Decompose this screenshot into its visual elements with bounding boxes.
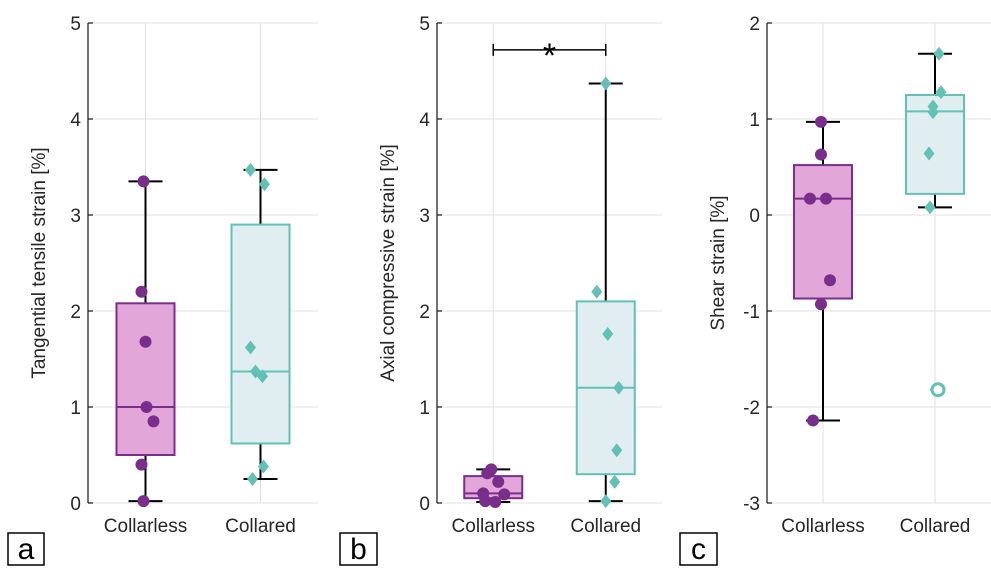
significance-marker: *	[543, 37, 556, 75]
data-point-collarless	[140, 401, 153, 413]
data-point-collared	[927, 105, 939, 120]
data-point-collarless	[137, 495, 150, 508]
data-point-collared	[245, 340, 256, 355]
y-tick-label: 1	[419, 398, 430, 419]
y-axis-label: Axial compressive strain [%]	[378, 144, 399, 382]
data-point-collared	[591, 284, 603, 299]
y-tick-label: -1	[743, 302, 760, 323]
y-tick-label: 4	[419, 110, 430, 131]
y-tick-label: 4	[70, 110, 81, 131]
data-point-collared	[258, 459, 269, 474]
y-tick-label: 2	[70, 302, 81, 323]
data-point-collared	[600, 76, 612, 91]
box-collarless	[115, 302, 176, 456]
data-point-collarless	[804, 192, 816, 205]
x-tick-label-collarless: Collarless	[104, 516, 187, 537]
panel-letter-box	[679, 532, 718, 566]
y-axis-label: Shear strain [%]	[708, 195, 729, 330]
panel-letter-box	[339, 532, 378, 566]
data-point-collarless	[492, 475, 505, 488]
data-point-collarless	[815, 148, 827, 161]
data-point-collared	[924, 200, 936, 215]
data-point-collared	[611, 443, 623, 458]
data-point-collarless	[137, 175, 150, 188]
panel-letter: c	[691, 533, 706, 566]
panel-letter: a	[18, 533, 35, 566]
outlier-marker	[930, 382, 946, 398]
data-point-collarless	[135, 285, 148, 298]
data-point-collared	[609, 474, 621, 489]
y-tick-label: 3	[419, 206, 430, 227]
panel-c: -3 -2 -1 0 1 2 Shear strain [%] Collarless Colla…	[679, 14, 991, 566]
x-tick-label-collarless: Collarless	[452, 516, 535, 537]
data-point-collarless	[498, 488, 511, 501]
x-tick-label-collared: Collared	[900, 516, 971, 537]
y-tick-label: 0	[419, 494, 430, 515]
data-point-collarless	[479, 495, 492, 508]
data-point-collarless	[139, 335, 152, 348]
data-point-collarless	[489, 496, 502, 509]
data-point-collared	[257, 369, 268, 384]
data-point-collarless	[481, 467, 494, 480]
data-point-collared	[259, 177, 270, 192]
data-point-collared	[923, 146, 935, 161]
y-tick-label: 5	[70, 14, 81, 35]
data-point-collared	[247, 472, 258, 486]
y-tick-label: 2	[749, 14, 760, 35]
y-tick-label: 3	[70, 206, 81, 227]
data-point-collared	[935, 85, 947, 100]
panel-letter: b	[350, 533, 367, 566]
x-tick-label-collared: Collared	[570, 516, 641, 537]
data-point-collarless	[815, 298, 827, 311]
data-point-collarless	[824, 274, 836, 287]
data-point-collarless	[815, 115, 827, 128]
y-tick-label: 0	[70, 494, 81, 515]
y-tick-label: -2	[743, 398, 760, 419]
data-point-collarless	[820, 192, 832, 205]
x-tick-label-collarless: Collarless	[781, 516, 864, 537]
data-point-collared	[245, 162, 256, 177]
y-tick-label: 2	[419, 302, 430, 323]
data-point-collarless	[147, 415, 160, 428]
panel-b: 0 1 2 3 4 5 Axial compressive strain [%] Collar…	[339, 14, 662, 566]
panel-letter-box	[7, 532, 45, 566]
panel-a: 0 1 2 3 4 5 Tangential tensile strain [%] Colla…	[7, 14, 318, 566]
y-axis-label: Tangential tensile strain [%]	[29, 147, 50, 378]
data-point-collared	[602, 327, 614, 342]
box-collared	[230, 223, 291, 445]
data-point-collared	[613, 380, 625, 395]
y-tick-label: -3	[743, 494, 760, 515]
data-point-collarless	[135, 458, 148, 471]
y-tick-label: 1	[70, 398, 81, 419]
y-tick-label: 0	[749, 206, 760, 227]
y-tick-label: 5	[419, 14, 430, 35]
data-point-collarless	[807, 414, 819, 427]
x-tick-label-collared: Collared	[225, 516, 296, 537]
box-collarless	[793, 164, 853, 300]
data-point-collared	[600, 494, 612, 509]
data-point-collared	[933, 46, 945, 61]
y-tick-label: 1	[749, 110, 760, 131]
